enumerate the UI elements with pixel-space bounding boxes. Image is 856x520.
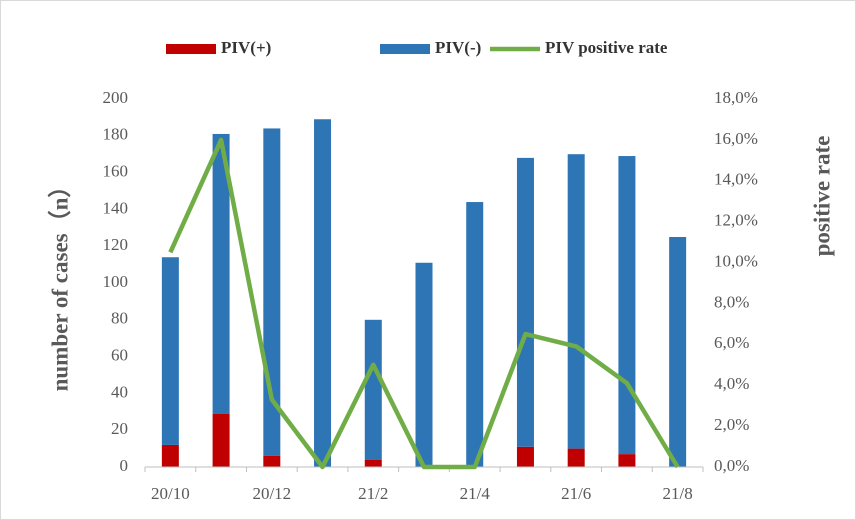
y2-tick-label: 16,0% [714,129,758,148]
y-tick-label: 60 [111,346,128,365]
legend-label: PIV(-) [435,38,481,57]
x-tick-label: 21/6 [561,484,591,503]
bar [364,459,382,467]
bar [161,444,179,467]
bar [161,257,179,445]
bar [567,154,585,449]
y-axis-title: number of cases（n） [46,175,72,392]
legend-swatch [166,44,216,54]
bar [263,455,281,467]
y2-tick-label: 18,0% [714,88,758,107]
y2-tick-label: 0,0% [714,456,749,475]
line-series [168,137,680,470]
bar [212,413,230,467]
x-tick-label: 21/8 [663,484,693,503]
y-tick-label: 160 [103,162,129,181]
y2-axis-title: positive rate [809,136,834,257]
bar [618,454,636,467]
y-tick-label: 0 [120,456,129,475]
y-tick-label: 140 [103,198,129,217]
y-tick-label: 200 [103,88,129,107]
y-tick-label: 120 [103,235,129,254]
bar [618,156,636,455]
y2-tick-label: 12,0% [714,211,758,230]
bar [567,448,585,467]
legend-label: PIV positive rate [545,38,668,57]
y-tick-label: 80 [111,309,128,328]
x-tick-label: 21/2 [358,484,388,503]
legend-swatch [380,44,430,54]
legend-label: PIV(+) [221,38,271,57]
y2-tick-label: 10,0% [714,251,758,270]
bar [314,119,332,468]
bar [516,446,534,467]
bar [212,133,230,414]
bar [669,237,687,467]
x-tick-label: 20/12 [252,484,291,503]
bar [415,262,433,467]
y2-tick-label: 2,0% [714,415,749,434]
y2-tick-label: 6,0% [714,333,749,352]
y-tick-label: 100 [103,272,129,291]
y-tick-label: 40 [111,382,128,401]
y-tick-label: 180 [103,125,129,144]
x-tick-label: 20/10 [151,484,190,503]
y2-tick-label: 14,0% [714,170,758,189]
bar [364,319,382,460]
y-tick-label: 20 [111,419,128,438]
y2-tick-label: 4,0% [714,374,749,393]
bar [466,202,484,468]
bar [516,157,534,447]
x-tick-label: 21/4 [460,484,491,503]
y2-tick-label: 8,0% [714,292,749,311]
